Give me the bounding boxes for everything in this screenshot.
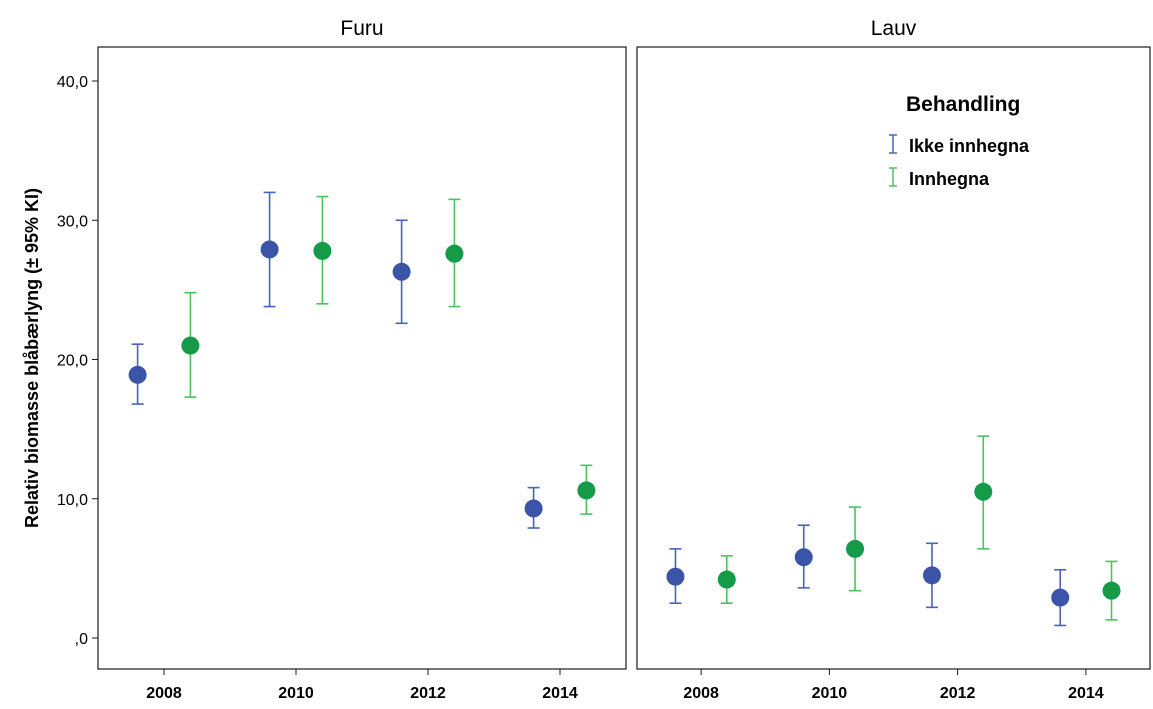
x-tick-label: 2012 (940, 685, 976, 702)
data-point (974, 482, 993, 501)
data-point (313, 241, 332, 260)
panel-title: Furu (340, 17, 383, 40)
data-point (717, 570, 736, 589)
data-point (577, 481, 596, 500)
y-tick-label: ,0 (75, 631, 88, 648)
legend-label: Innhegna (909, 169, 990, 189)
legend-label: Ikke innhegna (909, 136, 1030, 156)
y-tick-label: 30,0 (57, 213, 88, 230)
x-tick-label: 2008 (683, 685, 719, 702)
data-point (445, 244, 464, 263)
legend-title: Behandling (906, 93, 1020, 116)
y-axis-title: Relativ biomasse blåbærlyng (± 95% KI) (22, 188, 42, 528)
panel-frame-furu (97, 46, 627, 670)
y-tick-label: 40,0 (57, 74, 88, 91)
x-tick-label: 2010 (812, 685, 848, 702)
data-point (1102, 581, 1121, 600)
y-tick-label: 20,0 (57, 353, 88, 370)
data-point (260, 240, 279, 259)
x-tick-label: 2012 (410, 685, 446, 702)
data-point (128, 365, 147, 384)
x-tick-label: 2014 (542, 685, 578, 702)
data-point (1051, 588, 1070, 607)
x-tick-label: 2008 (146, 685, 182, 702)
data-point (666, 567, 685, 586)
panel-frame-lauv (636, 46, 1151, 670)
data-point (922, 566, 941, 585)
y-tick-label: 10,0 (57, 492, 88, 509)
panel-title: Lauv (871, 17, 917, 40)
data-point (524, 499, 543, 518)
data-point (846, 539, 865, 558)
data-point (181, 336, 200, 355)
x-tick-label: 2010 (278, 685, 314, 702)
data-point (392, 262, 411, 281)
data-point (794, 548, 813, 567)
x-tick-label: 2014 (1068, 685, 1104, 702)
